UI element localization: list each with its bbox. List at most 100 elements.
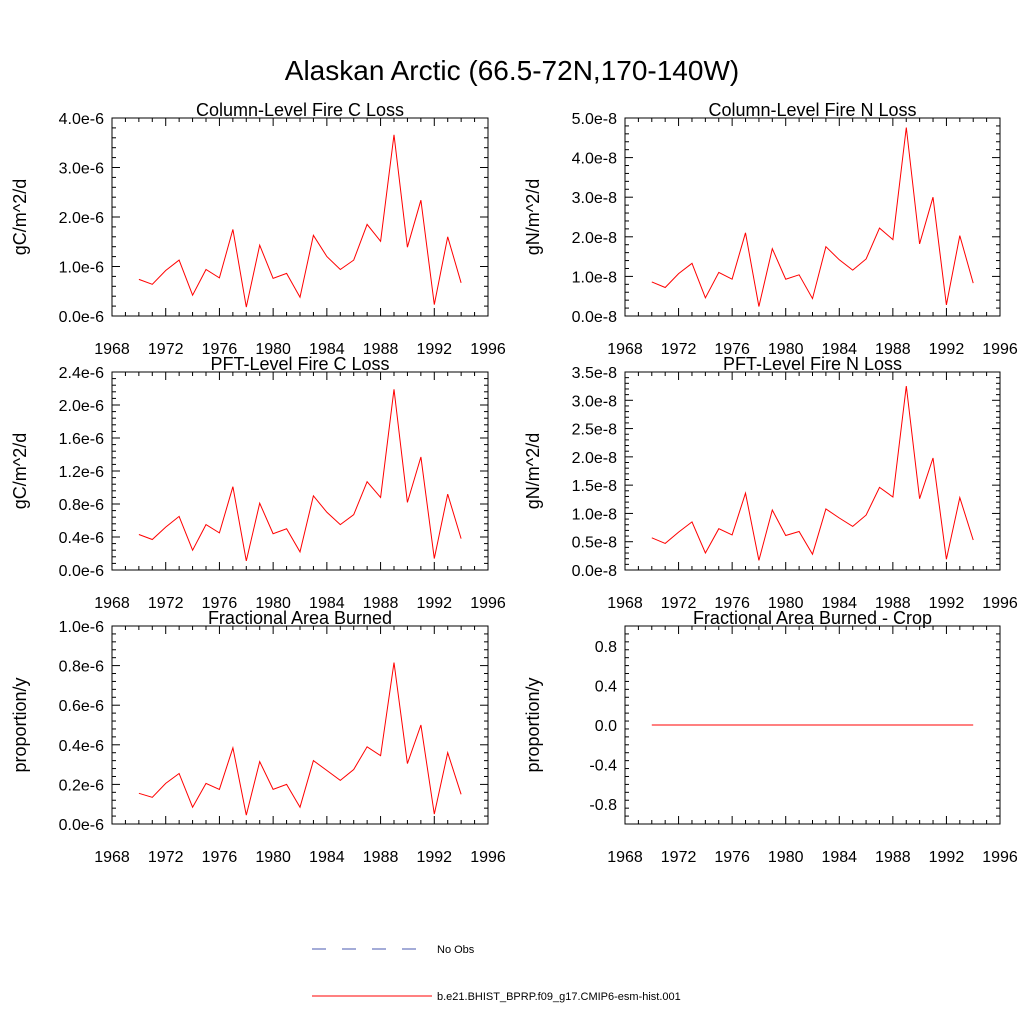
y-tick-label: 0.8e-6 [59,659,104,676]
x-tick-label: 1988 [363,849,399,866]
y-tick-label: 0.0e-8 [572,309,617,326]
x-tick-label: 1988 [363,595,399,612]
x-tick-label: 1980 [768,849,804,866]
y-tick-label: 0.8 [595,639,617,656]
panel-title: Fractional Area Burned [208,608,392,628]
panel-title: Column-Level Fire C Loss [196,100,404,120]
x-tick-label: 1980 [255,849,291,866]
x-tick-label: 1992 [929,849,965,866]
y-axis-label: gC/m^2/d [10,179,30,255]
y-axis-label: proportion/y [523,677,543,772]
y-tick-label: 0.0e-6 [59,817,104,834]
y-tick-label: -0.8 [589,797,617,814]
y-tick-label: 3.0e-8 [572,190,617,207]
y-tick-label: 0.0e-6 [59,309,104,326]
x-tick-label: 1984 [821,341,857,358]
series-line [138,389,462,562]
x-tick-label: 1980 [768,595,804,612]
y-tick-label: 0.4 [595,678,617,695]
x-tick-label: 1992 [929,595,965,612]
x-tick-label: 1968 [94,849,130,866]
x-tick-label: 1968 [607,595,643,612]
x-tick-label: 1984 [821,849,857,866]
series-line [651,386,974,561]
chart-panel-4: PFT-Level Fire N Loss gN/m^2/d 1968 1972 197… [523,354,1018,612]
x-tick-label: 1968 [94,595,130,612]
y-tick-label: 2.0e-6 [59,398,104,415]
y-tick-label: 1.5e-8 [572,478,617,495]
x-tick-label: 1988 [875,595,911,612]
y-axis-label: gN/m^2/d [523,179,543,255]
y-tick-label: 1.0e-8 [572,269,617,286]
x-tick-label: 1980 [768,341,804,358]
x-tick-label: 1984 [821,595,857,612]
y-tick-label: 4.0e-6 [59,111,104,128]
x-tick-label: 1996 [982,341,1018,358]
x-tick-label: 1976 [202,341,238,358]
x-tick-label: 1968 [94,341,130,358]
panel-title: Column-Level Fire N Loss [708,100,916,120]
y-tick-label: 2.4e-6 [59,365,104,382]
chart-panel-1: Column-Level Fire C Loss gC/m^2/d 1968 1972… [10,100,506,358]
y-axis-label: gN/m^2/d [523,433,543,509]
x-tick-label: 1996 [982,849,1018,866]
y-tick-label: 0.0e-8 [572,563,617,580]
y-tick-label: 0.6e-6 [59,698,104,715]
series-line [138,662,462,816]
x-tick-label: 1992 [416,849,452,866]
y-tick-label: 1.6e-6 [59,431,104,448]
y-tick-label: 5.0e-8 [572,111,617,128]
legend-label-no-obs: No Obs [437,944,475,956]
y-tick-label: 0.4e-6 [59,738,104,755]
x-tick-label: 1988 [875,341,911,358]
chart-panel-3: PFT-Level Fire C Loss gC/m^2/d 1968 1972 197… [10,354,506,612]
x-tick-label: 1980 [255,341,291,358]
x-tick-label: 1996 [470,341,506,358]
legend-label-model: b.e21.BHIST_BPRP.f09_g17.CMIP6-esm-hist.… [437,991,681,1003]
series-line [651,127,974,307]
y-tick-label: 2.5e-8 [572,422,617,439]
y-tick-label: 2.0e-8 [572,450,617,467]
legend: No Obs b.e21.BHIST_BPRP.f09_g17.CMIP6-es… [312,944,681,1003]
x-tick-label: 1984 [309,849,345,866]
chart-panel-6: Fractional Area Burned - Crop proportion/… [523,608,1018,866]
x-tick-label: 1980 [255,595,291,612]
x-tick-label: 1972 [661,341,697,358]
x-tick-label: 1968 [607,849,643,866]
y-tick-label: 3.5e-8 [572,365,617,382]
y-tick-label: 3.0e-6 [59,161,104,178]
series-line [138,134,462,308]
y-axis-label: gC/m^2/d [10,433,30,509]
y-tick-label: 0.8e-6 [59,497,104,514]
x-tick-label: 1976 [714,849,750,866]
y-tick-label: 1.0e-8 [572,506,617,523]
x-tick-label: 1972 [148,341,184,358]
x-tick-label: 1996 [982,595,1018,612]
figure-title: Alaskan Arctic (66.5-72N,170-140W) [285,55,739,86]
x-tick-label: 1988 [875,849,911,866]
x-tick-label: 1968 [607,341,643,358]
x-tick-label: 1996 [470,849,506,866]
x-tick-label: 1976 [714,595,750,612]
chart-panel-5: Fractional Area Burned proportion/y 1968 19… [10,608,506,866]
x-tick-label: 1988 [363,341,399,358]
chart-panel-2: Column-Level Fire N Loss gN/m^2/d 1968 1972… [523,100,1018,358]
x-tick-label: 1972 [148,849,184,866]
x-tick-label: 1984 [309,341,345,358]
y-tick-label: 1.0e-6 [59,260,104,277]
x-tick-label: 1992 [929,341,965,358]
x-tick-label: 1976 [202,595,238,612]
y-tick-label: 2.0e-6 [59,210,104,227]
y-tick-label: 0.4e-6 [59,530,104,547]
y-tick-label: 0.0e-6 [59,563,104,580]
panel-title: PFT-Level Fire C Loss [210,354,389,374]
y-tick-label: 2.0e-8 [572,230,617,247]
y-axis-label: proportion/y [10,677,30,772]
x-tick-label: 1992 [416,341,452,358]
y-tick-label: 4.0e-8 [572,151,617,168]
x-tick-label: 1972 [148,595,184,612]
panel-title: Fractional Area Burned - Crop [693,608,932,628]
x-tick-label: 1992 [416,595,452,612]
